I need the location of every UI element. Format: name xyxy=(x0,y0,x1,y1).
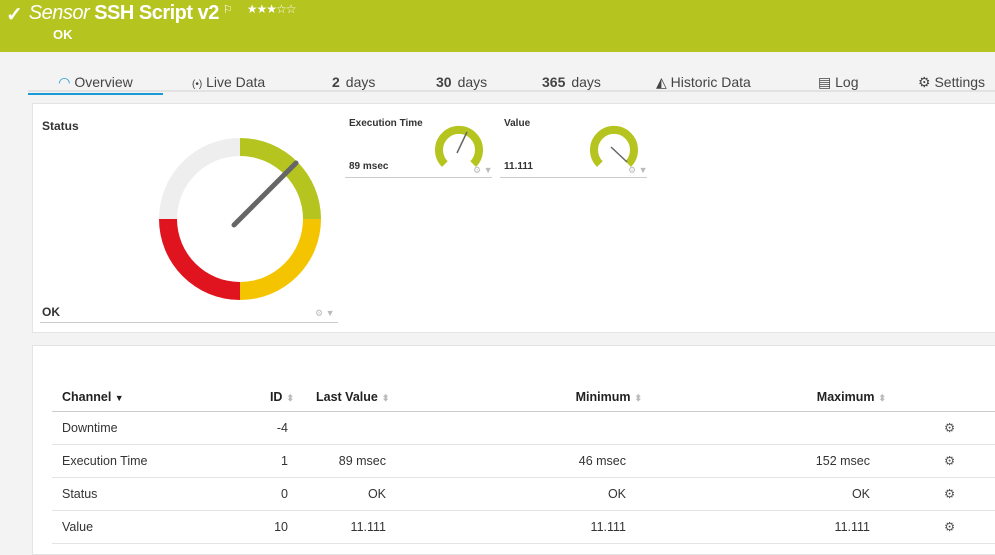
table-row[interactable]: Value 10 11.111 11.111 11.111 ⚙ xyxy=(52,510,995,544)
gauge-segment-warning xyxy=(240,219,321,300)
value-gauge-value: 11.111 xyxy=(504,161,533,172)
tab-overview[interactable]: ◠ Overview xyxy=(28,74,163,95)
col-last-value[interactable]: Last Value ⬍ xyxy=(294,383,398,412)
gauge-settings-icon[interactable]: ⚙ ▼ xyxy=(315,308,335,318)
maximum-value: OK xyxy=(642,477,886,511)
minimum-value xyxy=(398,411,642,445)
channel-settings-icon[interactable]: ⚙ xyxy=(886,510,995,544)
sort-icon: ⬍ xyxy=(634,392,642,403)
tab-log[interactable]: ▤ Log xyxy=(818,74,859,90)
sensor-title: Sensor SSH Script v2 xyxy=(28,2,220,24)
table-row[interactable]: Status 0 OK OK OK ⚙ xyxy=(52,477,995,511)
gear-icon: ⚙ xyxy=(918,74,931,90)
value-gauge-title: Value xyxy=(504,118,531,129)
channel-settings-icon[interactable]: ⚙ xyxy=(886,477,995,511)
maximum-value: 152 msec xyxy=(642,444,886,478)
channel-id: -4 xyxy=(242,411,294,445)
sort-desc-icon: ▼ xyxy=(114,392,124,403)
value-gauge xyxy=(590,125,638,167)
gauge-needle xyxy=(231,160,299,228)
channel-settings-icon[interactable]: ⚙ xyxy=(886,444,995,478)
last-value: 89 msec xyxy=(294,444,398,478)
execution-time-title: Execution Time xyxy=(349,118,423,129)
channel-name[interactable]: Status xyxy=(52,477,242,511)
last-value: 11.111 xyxy=(294,510,398,544)
gauges-panel: Status OK ⚙ ▼ Execution Time 89 msec ⚙ ▼… xyxy=(32,103,995,333)
maximum-value xyxy=(642,411,886,445)
sensor-title-row: ✓ Sensor SSH Script v2 ⚐ ★★★☆☆ xyxy=(6,2,297,27)
gauge-segment-error xyxy=(159,219,240,300)
channels-table: Channel ▼ ID ⬍ Last Value ⬍ Minimum ⬍ Maxim… xyxy=(52,383,995,544)
channel-id: 10 xyxy=(242,510,294,544)
priority-stars[interactable]: ★★★☆☆ xyxy=(246,2,297,16)
tab-bar: ◠ Overview (•) Live Data 2 days 30 days 36… xyxy=(28,70,995,95)
table-row[interactable]: Downtime -4 ⚙ xyxy=(52,411,995,445)
status-gauge-value: OK xyxy=(42,305,60,319)
col-minimum[interactable]: Minimum ⬍ xyxy=(398,383,642,412)
log-icon: ▤ xyxy=(818,74,832,90)
maximum-value: 11.111 xyxy=(642,510,886,544)
minimum-value: 46 msec xyxy=(398,444,642,478)
table-row[interactable]: Execution Time 1 89 msec 46 msec 152 mse… xyxy=(52,444,995,478)
sensor-header: ✓ Sensor SSH Script v2 ⚐ ★★★☆☆ OK xyxy=(0,0,995,52)
gauge-icon: ◠ xyxy=(58,74,71,90)
tab-historic-data[interactable]: ◭ Historic Data xyxy=(656,74,751,90)
tab-2-days[interactable]: 2 days xyxy=(332,74,376,90)
gauge-segment-ok xyxy=(240,138,321,219)
tab-live-data[interactable]: (•) Live Data xyxy=(192,74,266,90)
sort-icon: ⬍ xyxy=(381,392,390,403)
sort-icon: ⬍ xyxy=(286,392,294,403)
gauge-settings-icon[interactable]: ⚙ ▼ xyxy=(473,165,493,175)
execution-time-value: 89 msec xyxy=(349,161,389,172)
execution-time-gauge xyxy=(435,125,483,167)
channel-name[interactable]: Downtime xyxy=(52,411,242,445)
channel-name[interactable]: Execution Time xyxy=(52,444,242,478)
status-gauge xyxy=(159,138,321,300)
channel-id: 0 xyxy=(242,477,294,511)
gauge-settings-icon[interactable]: ⚙ ▼ xyxy=(628,165,648,175)
minimum-value: 11.111 xyxy=(398,510,642,544)
col-maximum[interactable]: Maximum ⬍ xyxy=(642,383,886,412)
tab-settings[interactable]: ⚙ Settings xyxy=(918,74,986,90)
gauge-segment-unknown xyxy=(159,138,240,219)
sort-icon: ⬍ xyxy=(878,392,886,403)
tab-30-days[interactable]: 30 days xyxy=(436,74,488,90)
last-value: OK xyxy=(294,477,398,511)
tab-365-days[interactable]: 365 days xyxy=(542,74,601,90)
last-value xyxy=(294,411,398,445)
channel-id: 1 xyxy=(242,444,294,478)
sensor-status: OK xyxy=(53,27,73,42)
col-id[interactable]: ID ⬍ xyxy=(242,383,294,412)
col-channel[interactable]: Channel ▼ xyxy=(52,383,242,412)
channel-settings-icon[interactable]: ⚙ xyxy=(886,411,995,445)
area-chart-icon: ◭ xyxy=(656,74,667,90)
status-gauge-title: Status xyxy=(42,119,79,133)
broadcast-icon: (•) xyxy=(192,79,203,90)
check-icon: ✓ xyxy=(6,4,23,26)
channel-name[interactable]: Value xyxy=(52,510,242,544)
flag-icon[interactable]: ⚐ xyxy=(222,4,233,16)
minimum-value: OK xyxy=(398,477,642,511)
